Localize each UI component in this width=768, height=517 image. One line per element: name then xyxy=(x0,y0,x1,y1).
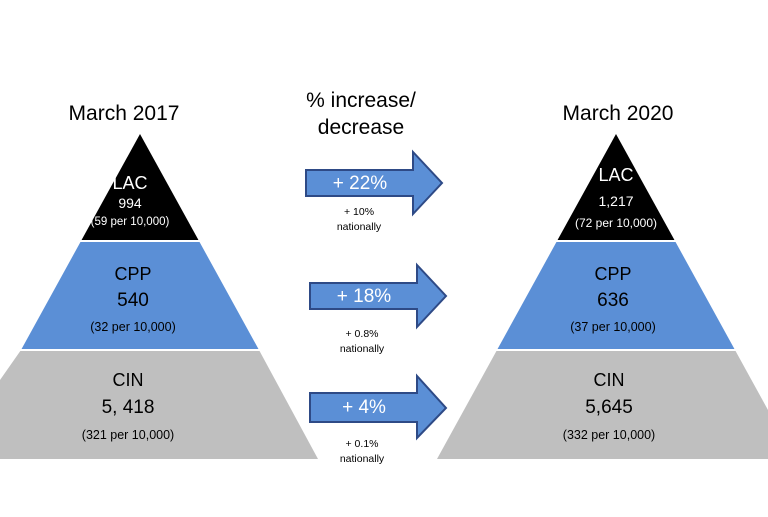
right-cpp-value: 636 xyxy=(597,290,629,311)
right-cpp-rate: (37 per 10,000) xyxy=(570,320,656,334)
change-cpp-note-line1: + 0.8% xyxy=(345,328,379,340)
right-cin-tier xyxy=(437,350,768,459)
change-lac-note-line1: + 10% xyxy=(343,206,375,218)
left-lac-tier xyxy=(81,134,199,241)
change-lac-label: + 22% xyxy=(332,173,388,194)
change-cin-label: + 4% xyxy=(342,397,386,418)
left-lac-value: 994 xyxy=(118,195,142,211)
right-lac-value: 1,217 xyxy=(598,193,634,209)
left-cin-label: CIN xyxy=(112,370,144,390)
left-cpp-label: CPP xyxy=(114,264,152,284)
left-cin-tier xyxy=(0,350,318,459)
change-cpp-note-line2: nationally xyxy=(339,343,385,355)
left-lac-rate: (59 per 10,000) xyxy=(90,216,170,228)
change-lac-note-line2: nationally xyxy=(336,221,382,233)
left-cpp-tier xyxy=(21,241,259,350)
left-cpp-rate: (32 per 10,000) xyxy=(90,320,176,334)
right-cpp-label: CPP xyxy=(594,264,632,284)
left-lac-label: LAC xyxy=(112,173,148,193)
right-lac-rate: (72 per 10,000) xyxy=(574,216,658,230)
left-cin-value: 5, 418 xyxy=(101,397,155,418)
left-cin-rate: (321 per 10,000) xyxy=(81,428,175,442)
change-cin-note-line1: + 0.1% xyxy=(345,438,379,450)
change-cpp-label: + 18% xyxy=(336,286,392,307)
right-cin-value: 5,645 xyxy=(585,397,633,418)
change-arrow-cin xyxy=(309,373,448,441)
middle-title-line2: decrease xyxy=(317,116,405,139)
right-title: March 2020 xyxy=(562,102,674,125)
left-cpp-value: 540 xyxy=(117,290,149,311)
right-lac-tier xyxy=(557,134,675,241)
right-lac-label: LAC xyxy=(598,165,634,185)
change-arrow-lac xyxy=(305,149,444,217)
left-title: March 2017 xyxy=(68,102,180,125)
change-arrow-cpp xyxy=(309,262,448,330)
change-cin-note-line2: nationally xyxy=(339,453,385,465)
middle-title-line1: % increase/ xyxy=(306,89,416,112)
right-cin-label: CIN xyxy=(593,370,625,390)
right-cpp-tier xyxy=(497,241,735,350)
right-cin-rate: (332 per 10,000) xyxy=(562,428,656,442)
